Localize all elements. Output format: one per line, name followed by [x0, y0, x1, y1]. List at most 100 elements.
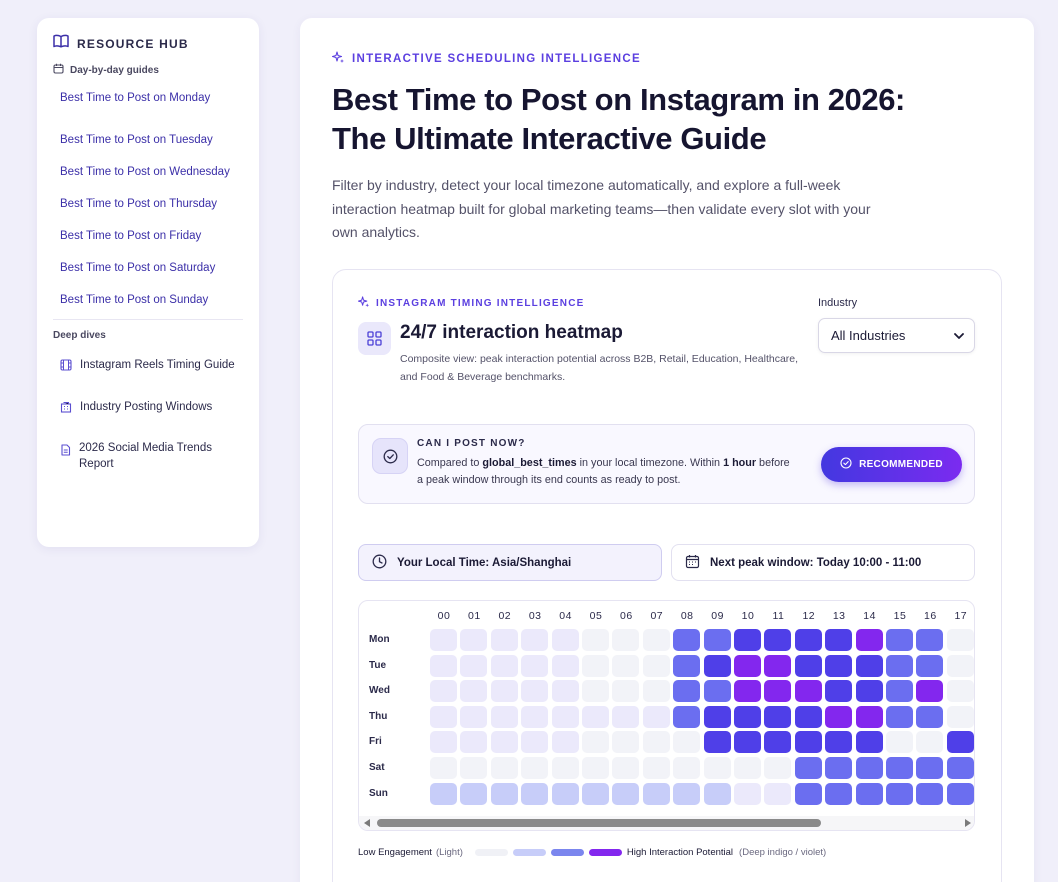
heatmap-cell[interactable] [794, 782, 822, 805]
heatmap-cell[interactable] [551, 731, 579, 754]
heatmap-cell[interactable] [855, 757, 883, 779]
heatmap-cell[interactable] [460, 757, 488, 779]
sidebar-link-trends-report[interactable]: 2026 Social Media Trends Report [53, 440, 243, 472]
heatmap-cell[interactable] [734, 705, 761, 728]
heatmap-cell[interactable] [430, 654, 457, 677]
heatmap-cell[interactable] [916, 782, 944, 805]
heatmap-cell[interactable] [490, 629, 518, 651]
scroll-left-arrow-icon[interactable] [364, 819, 370, 827]
heatmap-cell[interactable] [734, 757, 761, 779]
heatmap-cell[interactable] [521, 782, 549, 805]
heatmap-cell[interactable] [764, 782, 792, 805]
heatmap-cell[interactable] [703, 757, 731, 779]
sidebar-link-sunday[interactable]: Best Time to Post on Sunday [60, 294, 209, 306]
heatmap-cell[interactable] [642, 705, 670, 728]
heatmap-cell[interactable] [612, 757, 640, 779]
heatmap-cell[interactable] [886, 654, 913, 677]
sidebar-link-industry-windows[interactable]: Industry Posting Windows [53, 401, 243, 416]
heatmap-cell[interactable] [946, 680, 974, 703]
heatmap-cell[interactable] [673, 629, 701, 651]
heatmap-cell[interactable] [794, 757, 822, 779]
recommended-button[interactable]: RECOMMENDED [821, 447, 962, 482]
heatmap-cell[interactable] [642, 731, 670, 754]
heatmap-cell[interactable] [886, 629, 913, 651]
heatmap-cell[interactable] [794, 705, 822, 728]
heatmap-cell[interactable] [916, 705, 944, 728]
heatmap-cell[interactable] [521, 731, 549, 754]
sidebar-link-friday[interactable]: Best Time to Post on Friday [60, 230, 202, 242]
heatmap-cell[interactable] [886, 731, 913, 754]
sidebar-link-monday[interactable]: Best Time to Post on Monday [60, 92, 211, 104]
heatmap-cell[interactable] [886, 680, 913, 703]
scrollbar-thumb[interactable] [377, 819, 821, 827]
heatmap-cell[interactable] [460, 782, 488, 805]
heatmap-cell[interactable] [521, 680, 549, 703]
heatmap-cell[interactable] [490, 654, 518, 677]
heatmap-scrollbar[interactable] [359, 816, 974, 830]
heatmap-cell[interactable] [916, 654, 944, 677]
heatmap-cell[interactable] [916, 680, 944, 703]
heatmap-cell[interactable] [673, 705, 701, 728]
heatmap-cell[interactable] [764, 680, 792, 703]
heatmap-cell[interactable] [946, 705, 974, 728]
heatmap-cell[interactable] [673, 654, 701, 677]
heatmap-cell[interactable] [734, 629, 761, 651]
heatmap-cell[interactable] [490, 782, 518, 805]
heatmap-cell[interactable] [460, 629, 488, 651]
heatmap-cell[interactable] [916, 757, 944, 779]
heatmap-cell[interactable] [946, 654, 974, 677]
heatmap-cell[interactable] [825, 654, 853, 677]
heatmap-cell[interactable] [430, 680, 457, 703]
heatmap-cell[interactable] [855, 629, 883, 651]
heatmap-cell[interactable] [551, 680, 579, 703]
heatmap-cell[interactable] [734, 680, 761, 703]
heatmap-cell[interactable] [582, 705, 609, 728]
heatmap-cell[interactable] [612, 705, 640, 728]
heatmap-cell[interactable] [612, 629, 640, 651]
heatmap-cell[interactable] [642, 654, 670, 677]
heatmap-cell[interactable] [734, 654, 761, 677]
heatmap-cell[interactable] [612, 654, 640, 677]
heatmap-cell[interactable] [642, 782, 670, 805]
heatmap-cell[interactable] [764, 757, 792, 779]
heatmap-cell[interactable] [430, 757, 457, 779]
heatmap-cell[interactable] [825, 680, 853, 703]
heatmap-cell[interactable] [794, 654, 822, 677]
heatmap-cell[interactable] [703, 731, 731, 754]
heatmap-cell[interactable] [825, 782, 853, 805]
heatmap-cell[interactable] [703, 680, 731, 703]
heatmap-cell[interactable] [460, 680, 488, 703]
heatmap-cell[interactable] [825, 757, 853, 779]
heatmap-cell[interactable] [612, 731, 640, 754]
heatmap-cell[interactable] [886, 782, 913, 805]
heatmap-cell[interactable] [460, 705, 488, 728]
heatmap-cell[interactable] [521, 629, 549, 651]
sidebar-link-thursday[interactable]: Best Time to Post on Thursday [60, 198, 218, 210]
heatmap-cell[interactable] [551, 654, 579, 677]
heatmap-cell[interactable] [582, 782, 609, 805]
heatmap-cell[interactable] [582, 757, 609, 779]
heatmap-cell[interactable] [886, 705, 913, 728]
heatmap-cell[interactable] [521, 705, 549, 728]
heatmap-cell[interactable] [551, 705, 579, 728]
heatmap-cell[interactable] [673, 782, 701, 805]
heatmap-cell[interactable] [430, 731, 457, 754]
heatmap-cell[interactable] [946, 629, 974, 651]
heatmap-cell[interactable] [703, 782, 731, 805]
heatmap-cell[interactable] [794, 680, 822, 703]
heatmap-cell[interactable] [551, 629, 579, 651]
heatmap-cell[interactable] [703, 654, 731, 677]
heatmap-cell[interactable] [430, 782, 457, 805]
heatmap-cell[interactable] [764, 705, 792, 728]
heatmap-cell[interactable] [703, 705, 731, 728]
heatmap-cell[interactable] [855, 654, 883, 677]
heatmap-cell[interactable] [764, 654, 792, 677]
heatmap-cell[interactable] [673, 680, 701, 703]
heatmap-cell[interactable] [521, 654, 549, 677]
heatmap-cell[interactable] [855, 680, 883, 703]
heatmap-cell[interactable] [825, 731, 853, 754]
heatmap-cell[interactable] [946, 731, 974, 754]
sidebar-link-tuesday[interactable]: Best Time to Post on Tuesday [60, 134, 213, 146]
scroll-right-arrow-icon[interactable] [965, 819, 971, 827]
heatmap-cell[interactable] [430, 705, 457, 728]
